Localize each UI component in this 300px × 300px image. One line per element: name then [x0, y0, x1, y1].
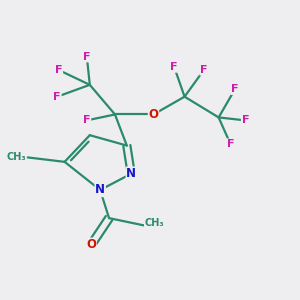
Text: F: F — [83, 52, 91, 62]
Text: N: N — [95, 184, 105, 196]
Text: F: F — [242, 116, 249, 125]
Text: CH₃: CH₃ — [7, 152, 26, 162]
Text: F: F — [55, 65, 62, 75]
Text: F: F — [231, 84, 239, 94]
Text: CH₃: CH₃ — [145, 218, 164, 228]
Text: O: O — [86, 238, 96, 251]
Text: F: F — [53, 92, 61, 102]
Text: F: F — [227, 139, 234, 149]
Text: O: O — [148, 108, 158, 121]
Text: F: F — [170, 62, 178, 72]
Text: F: F — [200, 65, 208, 75]
Text: F: F — [83, 116, 91, 125]
Text: N: N — [126, 167, 136, 180]
